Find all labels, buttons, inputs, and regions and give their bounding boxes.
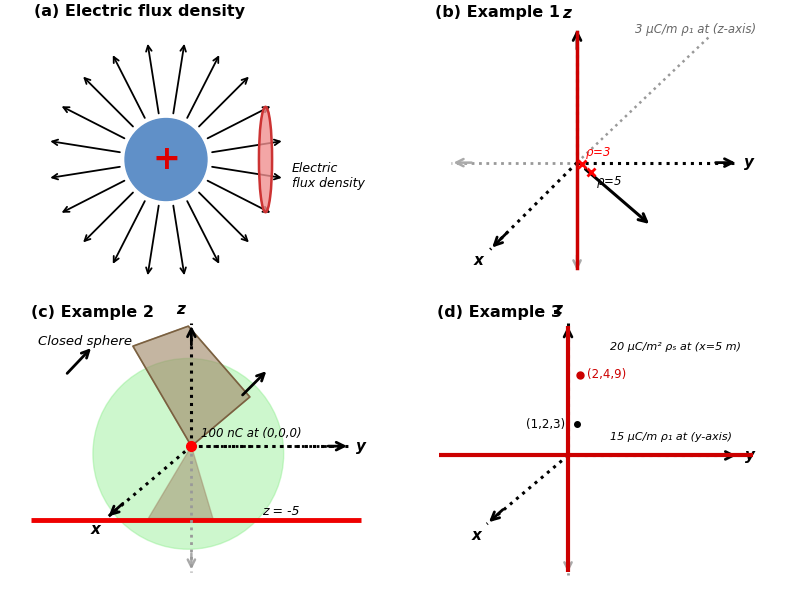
Text: z = -5: z = -5	[262, 505, 300, 518]
Text: (2,4,9): (2,4,9)	[586, 368, 626, 381]
Text: y: y	[745, 155, 754, 170]
Text: 15 μC/m ρ₁ at (y-axis): 15 μC/m ρ₁ at (y-axis)	[610, 432, 732, 442]
Ellipse shape	[259, 107, 272, 212]
Text: $\rho$=3: $\rho$=3	[585, 145, 611, 161]
Text: Closed sphere: Closed sphere	[38, 335, 131, 349]
Text: 100 nC at (0,0,0): 100 nC at (0,0,0)	[201, 427, 302, 440]
Text: z: z	[562, 5, 570, 20]
Text: x: x	[474, 253, 484, 268]
Text: (d) Example 3: (d) Example 3	[438, 305, 562, 320]
Circle shape	[125, 119, 207, 200]
Text: +: +	[152, 143, 180, 176]
Text: y: y	[356, 439, 366, 454]
Text: Electric
flux density: Electric flux density	[292, 161, 365, 190]
Text: (a) Electric flux density: (a) Electric flux density	[34, 4, 246, 19]
Text: $\rho$=5: $\rho$=5	[596, 173, 622, 190]
Text: 3 μC/m ρ₁ at (z-axis): 3 μC/m ρ₁ at (z-axis)	[635, 23, 757, 37]
Circle shape	[93, 358, 284, 549]
Text: z: z	[553, 302, 562, 317]
Text: y: y	[746, 448, 755, 463]
Text: x: x	[90, 522, 101, 537]
Text: z: z	[176, 302, 186, 317]
Polygon shape	[148, 446, 213, 518]
Text: (1,2,3): (1,2,3)	[526, 418, 565, 431]
Polygon shape	[133, 326, 250, 446]
Text: 20 μC/m² ρₛ at (x=5 m): 20 μC/m² ρₛ at (x=5 m)	[610, 342, 741, 352]
Text: (c) Example 2: (c) Example 2	[31, 305, 154, 320]
Text: (b) Example 1: (b) Example 1	[435, 5, 560, 20]
Text: x: x	[471, 527, 481, 542]
